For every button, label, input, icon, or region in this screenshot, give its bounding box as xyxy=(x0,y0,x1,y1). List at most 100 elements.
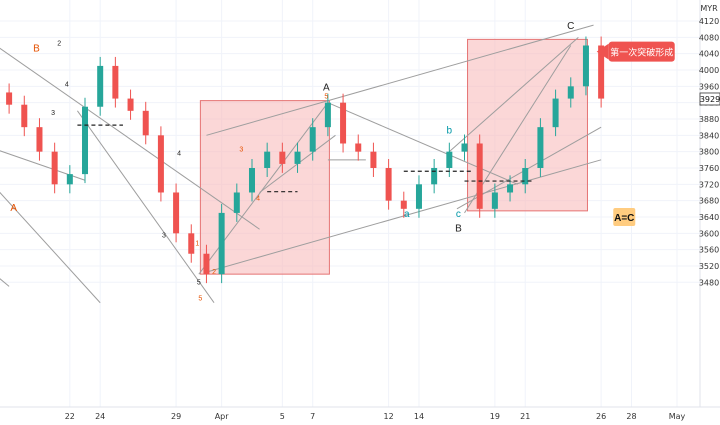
wave-label: A xyxy=(10,203,17,214)
candle-body xyxy=(248,167,255,193)
candle-body xyxy=(66,174,73,185)
time-tick-label: 22 xyxy=(65,412,75,421)
candle-body xyxy=(415,184,422,209)
candle-body xyxy=(582,45,589,87)
price-tick-label: 3800 xyxy=(699,148,719,157)
price-tick-label: 4000 xyxy=(699,66,719,75)
wave-label: 5 xyxy=(198,296,202,303)
wave-label: b xyxy=(447,125,453,136)
candle-body xyxy=(385,167,392,201)
trendline xyxy=(0,191,101,304)
price-tick-label: 3640 xyxy=(699,213,719,222)
time-tick-label: 12 xyxy=(384,412,394,421)
candle-body xyxy=(309,127,316,152)
candle-body xyxy=(36,127,43,152)
price-tick-label: 3680 xyxy=(699,197,719,206)
time-tick-label: 24 xyxy=(95,412,105,421)
time-tick-label: May xyxy=(669,412,686,421)
candle-body xyxy=(21,104,28,128)
candle-body xyxy=(400,200,407,209)
candle-body xyxy=(173,192,180,234)
candle-body xyxy=(431,167,438,185)
price-tick-label: 3760 xyxy=(699,164,719,173)
candle-body xyxy=(507,184,514,193)
wave-label: 5 xyxy=(197,279,201,286)
time-tick-label: Apr xyxy=(215,412,230,421)
candle-body xyxy=(370,151,377,168)
wave-label: B xyxy=(33,44,40,55)
candle-body xyxy=(491,192,498,209)
candle-body xyxy=(97,65,104,107)
candle-body xyxy=(82,106,89,175)
candle-body xyxy=(218,212,225,275)
candle-body xyxy=(51,151,58,185)
wave-label: 4 xyxy=(256,196,260,203)
price-tick-label: 3480 xyxy=(699,278,719,287)
candle-body xyxy=(446,151,453,168)
callout-box xyxy=(608,41,675,62)
candle-body xyxy=(203,253,210,275)
trendline xyxy=(0,278,10,287)
candle-body xyxy=(279,151,286,164)
trendline xyxy=(327,102,518,185)
callout-pointer xyxy=(596,43,609,60)
candle-body xyxy=(188,233,195,254)
wave-label: B xyxy=(455,223,462,234)
trendline xyxy=(0,47,260,230)
wave-label: 1 xyxy=(195,241,199,248)
time-tick-label: 19 xyxy=(490,412,500,421)
price-tick-label: 3560 xyxy=(699,246,719,255)
candle-body xyxy=(476,143,483,209)
price-tag: 3929 xyxy=(700,95,720,104)
wave-label: 3 xyxy=(51,110,55,117)
price-tick-label: 3960 xyxy=(699,82,719,91)
candle-body xyxy=(142,110,149,136)
price-tick-label: 4080 xyxy=(699,33,719,42)
wave-label: 5 xyxy=(324,94,328,101)
candle-body xyxy=(537,127,544,168)
candle-body xyxy=(522,167,529,185)
wave-label: 3 xyxy=(239,147,243,154)
equality-badge-text: A=C xyxy=(614,213,634,224)
candle-body xyxy=(552,98,559,128)
price-tag-box xyxy=(699,92,720,106)
equality-badge xyxy=(613,207,636,226)
price-axis-bg xyxy=(700,0,720,425)
highlight-box xyxy=(467,38,588,212)
wave-label: 4 xyxy=(65,81,69,88)
time-tick-label: 29 xyxy=(171,412,181,421)
wave-label: 2 xyxy=(212,269,216,276)
wave-label: c xyxy=(456,209,461,220)
candle-body xyxy=(461,143,468,152)
price-tick-label: 3720 xyxy=(699,180,719,189)
wave-label: 4 xyxy=(177,151,181,158)
candle-body xyxy=(6,92,13,105)
trendline xyxy=(77,110,215,304)
time-tick-label: 14 xyxy=(414,412,424,421)
wave-label: A xyxy=(323,82,330,93)
price-tick-label: 4120 xyxy=(699,17,719,26)
currency-label: MYR xyxy=(700,4,718,13)
wave-label: 3 xyxy=(162,232,166,239)
candle-body xyxy=(264,151,271,168)
candle-body xyxy=(294,151,301,164)
wave-label: 2 xyxy=(57,40,61,47)
time-tick-label: 5 xyxy=(280,412,285,421)
time-tick-label: 7 xyxy=(310,412,315,421)
candle-body xyxy=(340,102,347,144)
candle-body xyxy=(157,135,164,193)
candle-body xyxy=(355,143,362,152)
trendline xyxy=(448,36,579,153)
time-tick-label: 28 xyxy=(626,412,636,421)
candle-body xyxy=(112,65,119,99)
trendline xyxy=(206,24,594,136)
price-tick-label: 3840 xyxy=(699,131,719,140)
price-tick-label: 3600 xyxy=(699,229,719,238)
price-tick-label: 4040 xyxy=(699,50,719,59)
candle-body xyxy=(127,98,134,111)
time-axis-bg xyxy=(0,407,720,425)
wave-label: a xyxy=(404,209,410,220)
time-tick-label: 21 xyxy=(520,412,530,421)
